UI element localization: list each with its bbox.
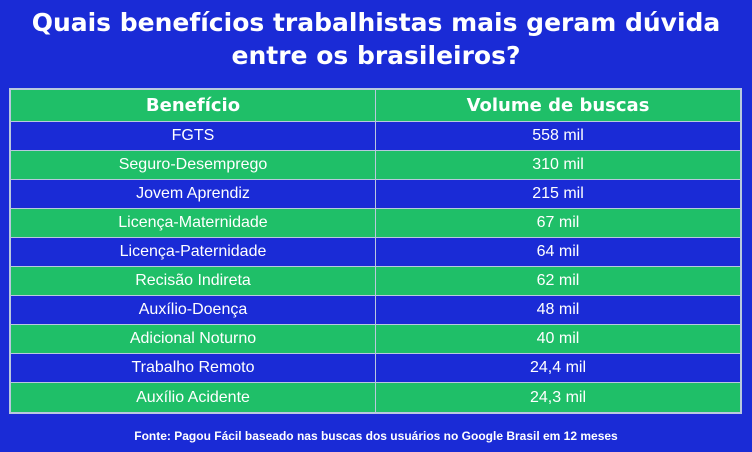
- benefit-cell: Auxílio-Doença: [11, 296, 375, 325]
- volume-cell: 24,4 mil: [375, 354, 740, 383]
- volume-cell: 48 mil: [375, 296, 740, 325]
- volume-cell: 64 mil: [375, 238, 740, 267]
- benefit-cell: Trabalho Remoto: [11, 354, 375, 383]
- table-row: Seguro-Desemprego 310 mil: [11, 151, 740, 180]
- table-row: Licença-Paternidade 64 mil: [11, 238, 740, 267]
- volume-cell: 24,3 mil: [375, 383, 740, 412]
- column-header-benefit: Benefício: [11, 90, 375, 122]
- chart-title: Quais benefícios trabalhistas mais geram…: [31, 8, 721, 70]
- benefit-cell: Licença-Maternidade: [11, 209, 375, 238]
- benefit-cell: Jovem Aprendiz: [11, 180, 375, 209]
- table-row: Adicional Noturno 40 mil: [11, 325, 740, 354]
- table-row: Recisão Indireta 62 mil: [11, 267, 740, 296]
- table-row: Auxílio-Doença 48 mil: [11, 296, 740, 325]
- volume-cell: 67 mil: [375, 209, 740, 238]
- table-row: Jovem Aprendiz 215 mil: [11, 180, 740, 209]
- benefit-cell: Licença-Paternidade: [11, 238, 375, 267]
- benefits-table: Benefício Volume de buscas FGTS 558 mil Se…: [9, 88, 742, 414]
- table-row: Licença-Maternidade 67 mil: [11, 209, 740, 238]
- benefit-cell: FGTS: [11, 122, 375, 151]
- source-note: Fonte: Pagou Fácil baseado nas buscas do…: [134, 429, 618, 443]
- table-row: Auxílio Acidente 24,3 mil: [11, 383, 740, 412]
- volume-cell: 558 mil: [375, 122, 740, 151]
- volume-cell: 310 mil: [375, 151, 740, 180]
- benefit-cell: Recisão Indireta: [11, 267, 375, 296]
- column-header-volume: Volume de buscas: [375, 90, 740, 122]
- benefit-cell: Adicional Noturno: [11, 325, 375, 354]
- table-row: FGTS 558 mil: [11, 122, 740, 151]
- benefit-cell: Seguro-Desemprego: [11, 151, 375, 180]
- benefit-cell: Auxílio Acidente: [136, 388, 250, 406]
- table-row: Trabalho Remoto 24,4 mil: [11, 354, 740, 383]
- table-header-row: Benefício Volume de buscas: [11, 90, 740, 122]
- volume-cell: 62 mil: [375, 267, 740, 296]
- volume-cell: 215 mil: [375, 180, 740, 209]
- volume-cell: 40 mil: [375, 325, 740, 354]
